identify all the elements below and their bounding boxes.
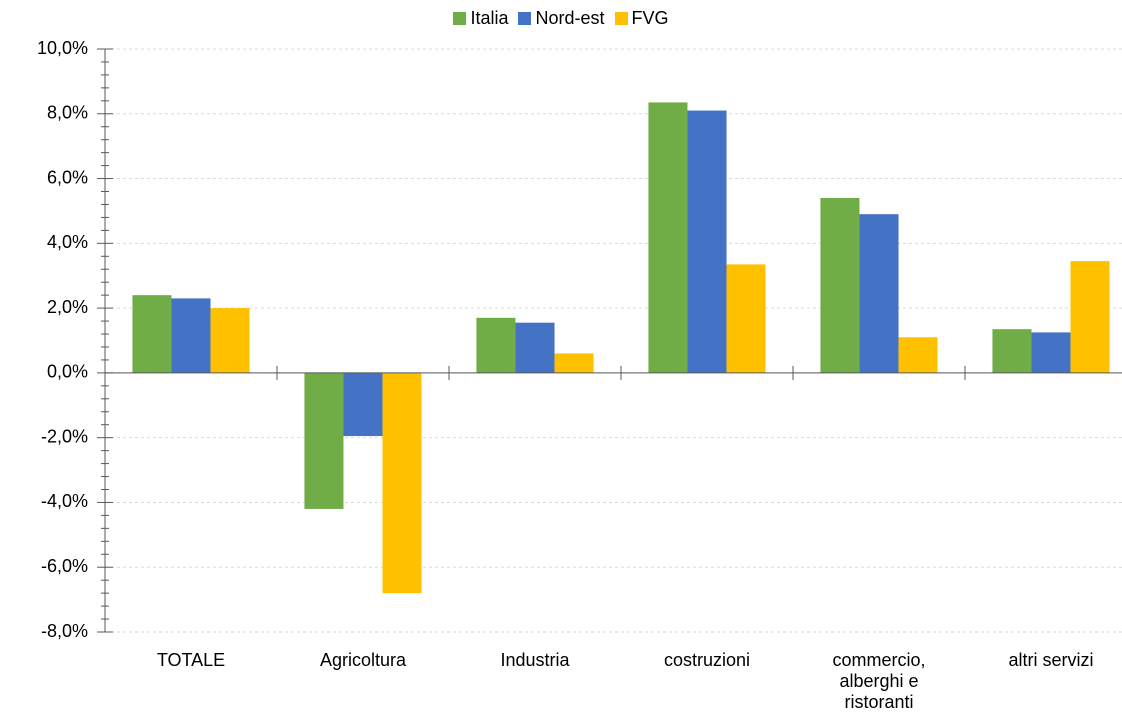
x-tick-label: costruzioni — [663, 650, 751, 670]
y-tick-label: -2,0% — [41, 426, 88, 446]
x-tick-label: Industria — [500, 650, 570, 670]
y-tick-label: -6,0% — [41, 556, 88, 576]
bar — [132, 295, 172, 373]
legend-swatch — [518, 12, 532, 25]
bar — [554, 353, 594, 373]
y-tick-label: 0,0% — [47, 362, 88, 382]
legend-label: FVG — [631, 8, 669, 28]
bar — [992, 329, 1032, 373]
bar — [648, 102, 688, 373]
bar — [1070, 261, 1110, 373]
bar — [171, 298, 211, 373]
bar — [343, 372, 383, 437]
legend-label: Italia — [470, 8, 509, 28]
y-tick-label: 2,0% — [47, 297, 88, 317]
bar — [1031, 332, 1071, 373]
bar — [726, 264, 766, 373]
y-tick-label: -4,0% — [41, 491, 88, 511]
bar — [382, 372, 422, 594]
legend-item: Nord-est — [518, 8, 605, 29]
bar — [687, 110, 727, 373]
x-tick-label: commercio, alberghi e ristoranti — [832, 650, 926, 712]
y-tick-label: 10,0% — [37, 38, 88, 58]
y-tick-label: 6,0% — [47, 167, 88, 187]
y-tick-label: 8,0% — [47, 103, 88, 123]
legend-swatch — [614, 12, 628, 25]
legend-item: FVG — [614, 8, 669, 29]
bar — [898, 337, 938, 373]
bar — [304, 372, 344, 509]
bar — [820, 197, 860, 373]
x-tick-label: Agricoltura — [319, 650, 407, 670]
x-tick-label: TOTALE — [156, 650, 226, 670]
x-tick-label: altri servizi — [1008, 650, 1094, 670]
y-tick-label: -8,0% — [41, 621, 88, 641]
bar — [859, 214, 899, 373]
legend-swatch — [453, 12, 467, 25]
legend-item: Italia — [453, 8, 508, 29]
bar — [476, 317, 516, 373]
legend: Italia Nord-est FVG — [0, 8, 1122, 29]
bar — [515, 322, 555, 373]
legend-label: Nord-est — [535, 8, 605, 28]
y-tick-label: 4,0% — [47, 232, 88, 252]
bar — [210, 308, 250, 373]
